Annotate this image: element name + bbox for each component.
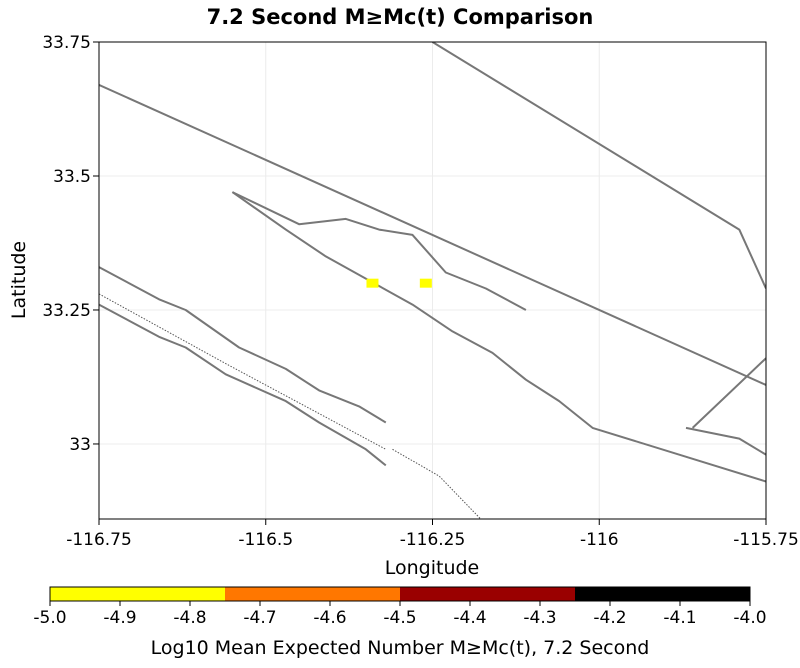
colorbar-tick-label: -4.1 [663, 608, 696, 628]
colorbar-bin [50, 587, 225, 601]
fault-line [685, 426, 766, 456]
y-axis-ticks: 33 33.25 33.5 33.75 [42, 33, 99, 455]
colorbar-tick-label: -5.0 [33, 608, 66, 628]
colorbar [49, 586, 751, 602]
x-tick-label: -116 [580, 530, 619, 550]
fault-line [99, 83, 766, 386]
fault-line [431, 42, 766, 289]
x-tick-label: -116.5 [238, 530, 293, 550]
x-tick-label: -115.75 [733, 530, 799, 550]
y-tick-label: 33.25 [42, 301, 91, 321]
colorbar-tick-label: -4.7 [243, 608, 276, 628]
fault-trace-dotted [99, 293, 387, 450]
fault-lines [99, 42, 766, 519]
colorbar-tick-label: -4.9 [103, 608, 136, 628]
fault-line [231, 191, 527, 311]
y-tick-label: 33.75 [42, 33, 91, 53]
colorbar-tick-label: -4.3 [523, 608, 556, 628]
y-axis-label: Latitude [8, 241, 30, 319]
colorbar-tick-label: -4.5 [383, 608, 416, 628]
colorbar-label: Log10 Mean Expected Number M≥Mc(t), 7.2 … [151, 637, 650, 659]
fault-trace-dotted [392, 448, 482, 519]
hazard-cells [366, 278, 432, 288]
colorbar-tick-label: -4.6 [313, 608, 346, 628]
colorbar-bin [225, 587, 400, 601]
grid [98, 41, 767, 519]
hazard-cell [366, 278, 379, 288]
colorbar-bin [400, 587, 575, 601]
x-tick-label: -116.75 [66, 530, 132, 550]
colorbar-ticks: -5.0 -4.9 -4.8 -4.7 -4.6 -4.5 -4.4 -4.3 -4.2 -4.1… [33, 601, 767, 628]
fault-line [99, 266, 387, 424]
x-axis-label: Longitude [385, 557, 480, 579]
fault-line [99, 303, 387, 467]
colorbar-tick-label: -4.2 [593, 608, 626, 628]
fault-line [691, 357, 766, 429]
x-tick-label: -116.25 [400, 530, 466, 550]
colorbar-tick-label: -4.0 [733, 608, 766, 628]
fault-line [231, 191, 766, 483]
y-tick-label: 33 [69, 435, 91, 455]
plot-area [99, 42, 766, 519]
hazard-cell [419, 278, 432, 288]
colorbar-tick-label: -4.4 [453, 608, 486, 628]
colorbar-tick-label: -4.8 [173, 608, 206, 628]
y-tick-label: 33.5 [53, 167, 91, 187]
x-axis-ticks: -116.75 -116.5 -116.25 -116 -115.75 [66, 519, 799, 550]
colorbar-bin [575, 587, 750, 601]
chart-title: 7.2 Second M≥Mc(t) Comparison [207, 5, 594, 29]
